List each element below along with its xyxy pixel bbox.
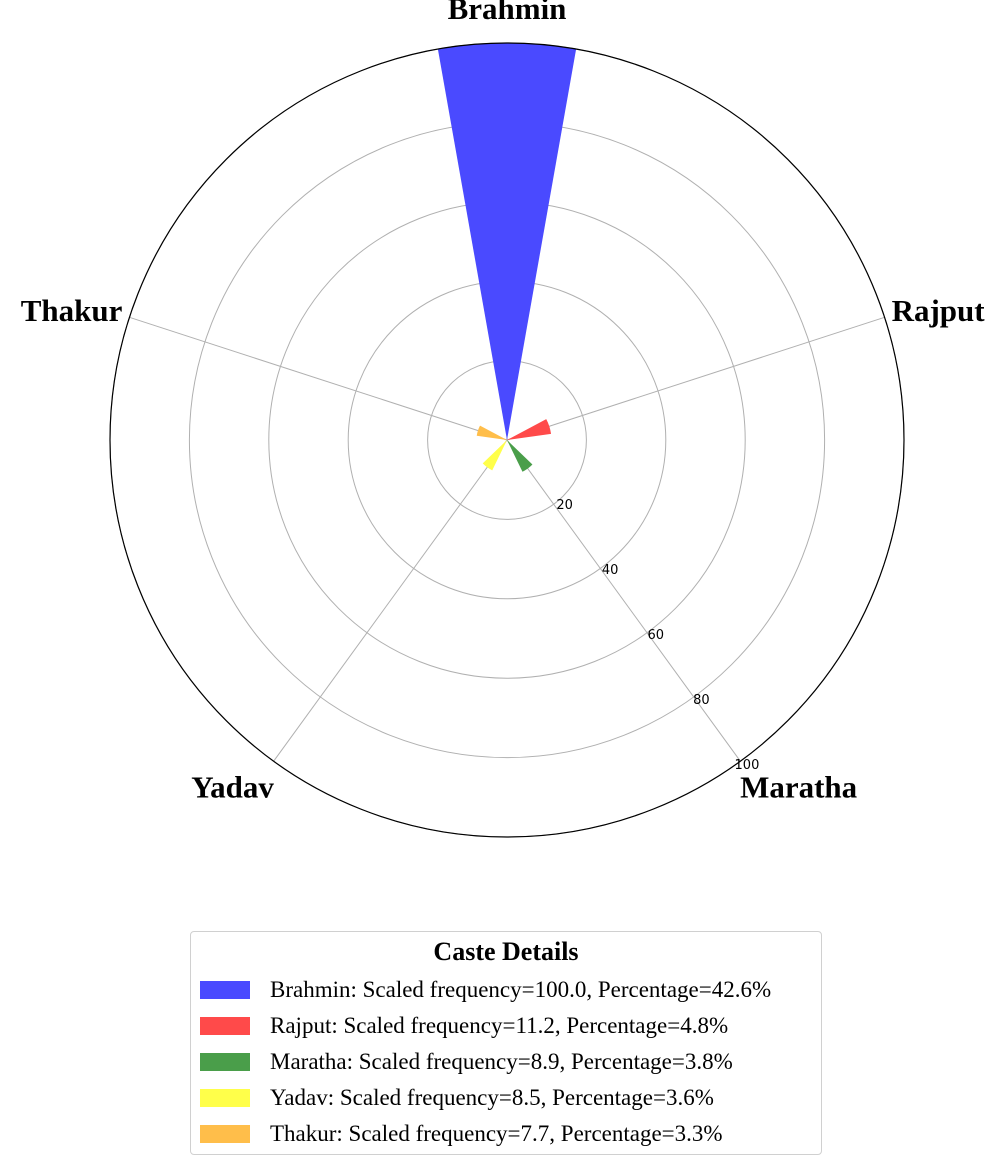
bar-thakur bbox=[476, 425, 507, 440]
r-tick-label: 40 bbox=[602, 563, 619, 578]
legend-items: Brahmin: Scaled frequency=100.0, Percent… bbox=[191, 972, 821, 1152]
legend-swatch bbox=[200, 1125, 250, 1143]
category-label-rajput: Rajput bbox=[892, 293, 986, 328]
r-tick-label: 100 bbox=[735, 758, 760, 773]
legend-text: Brahmin: Scaled frequency=100.0, Percent… bbox=[270, 977, 772, 1002]
grid-spoke bbox=[506, 316, 885, 441]
legend-title: Caste Details bbox=[433, 937, 579, 966]
bar-yadav bbox=[482, 440, 507, 471]
legend-item: Rajput: Scaled frequency=11.2, Percentag… bbox=[191, 1008, 821, 1044]
radial-ticks: 20 40 60 80 100 bbox=[556, 498, 759, 773]
legend-text: Rajput: Scaled frequency=11.2, Percentag… bbox=[270, 1013, 729, 1038]
polar-frame bbox=[109, 42, 905, 838]
legend-text: Maratha: Scaled frequency=8.9, Percentag… bbox=[270, 1049, 733, 1074]
r-tick-label: 20 bbox=[556, 498, 573, 513]
category-labels: Brahmin Rajput Maratha Yadav Thakur bbox=[21, 0, 986, 804]
bar-brahmin bbox=[437, 43, 577, 441]
legend-item: Brahmin: Scaled frequency=100.0, Percent… bbox=[191, 972, 821, 1008]
category-label-thakur: Thakur bbox=[21, 293, 123, 328]
legend-swatch bbox=[200, 981, 250, 999]
legend-swatch bbox=[200, 1089, 250, 1107]
bar-rajput bbox=[507, 419, 552, 440]
r-tick-label: 80 bbox=[693, 693, 710, 708]
legend-swatch bbox=[200, 1017, 250, 1035]
legend: Caste Details Brahmin: Scaled frequency=… bbox=[190, 931, 822, 1155]
r-tick-label: 60 bbox=[647, 628, 664, 643]
category-label-maratha: Maratha bbox=[740, 769, 858, 804]
legend-swatch bbox=[200, 1053, 250, 1071]
grid-spoke bbox=[129, 316, 508, 441]
legend-item: Thakur: Scaled frequency=7.7, Percentage… bbox=[191, 1116, 821, 1152]
bar-group bbox=[437, 43, 577, 472]
polar-bar-chart: 20 40 60 80 100 Brahmin Rajput Maratha Yadav Tha… bbox=[21, 0, 986, 838]
legend-item: Maratha: Scaled frequency=8.9, Percentag… bbox=[191, 1044, 821, 1080]
category-label-brahmin: Brahmin bbox=[448, 0, 567, 26]
bar-maratha bbox=[507, 440, 533, 472]
legend-text: Yadav: Scaled frequency=8.5, Percentage=… bbox=[270, 1085, 714, 1110]
category-label-yadav: Yadav bbox=[191, 769, 274, 804]
legend-text: Thakur: Scaled frequency=7.7, Percentage… bbox=[270, 1121, 723, 1146]
legend-item: Yadav: Scaled frequency=8.5, Percentage=… bbox=[191, 1080, 821, 1116]
grid-spoke bbox=[506, 439, 741, 762]
grid-spoke bbox=[273, 439, 508, 762]
